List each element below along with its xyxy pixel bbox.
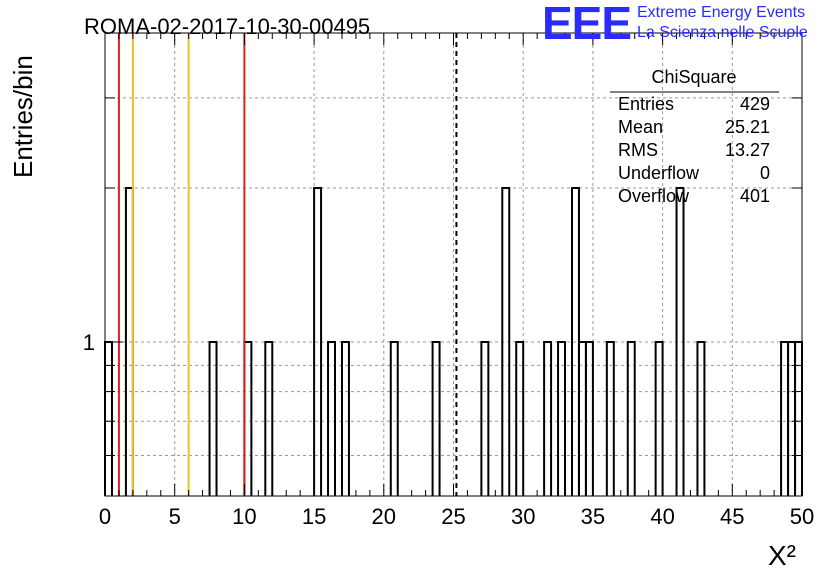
histogram-bar	[340, 341, 350, 496]
histogram-bar	[327, 341, 337, 496]
axes: 0 5 10 15 20 25 30 35 40 45 50 1	[83, 33, 814, 529]
stats-box: ChiSquare Entries 429 Mean 25.21 RMS 13.…	[610, 67, 779, 206]
x-tick-label: 45	[720, 504, 744, 529]
x-tick-label: 15	[302, 504, 326, 529]
stats-label: Mean	[618, 117, 663, 137]
x-tick-label: 50	[790, 504, 814, 529]
eee-logo: EEE	[542, 0, 632, 49]
x-tick-label: 40	[650, 504, 674, 529]
histogram-bar	[208, 341, 218, 496]
histogram-bar	[543, 341, 553, 496]
histogram-bar	[501, 187, 511, 496]
histogram-bar	[626, 341, 636, 496]
stats-value: 429	[740, 94, 770, 114]
stats-label: Underflow	[618, 163, 700, 183]
histogram	[104, 187, 803, 496]
stats-value: 401	[740, 186, 770, 206]
stats-value: 0	[760, 163, 770, 183]
histogram-bar	[605, 341, 615, 496]
stats-title: ChiSquare	[651, 67, 736, 87]
vertical-lines	[117, 33, 458, 496]
histogram-bar	[313, 187, 323, 496]
x-axis-label: X²	[768, 540, 796, 571]
x-tick-label: 20	[372, 504, 396, 529]
histogram-bar	[515, 341, 525, 496]
stats-value: 25.21	[725, 117, 770, 137]
stats-value: 13.27	[725, 140, 770, 160]
histogram-bar	[557, 341, 567, 496]
histogram-bar	[264, 341, 274, 496]
histogram-bar	[584, 341, 594, 496]
chart-title: ROMA-02-2017-10-30-00495	[84, 14, 370, 39]
histogram-bar	[654, 341, 664, 496]
logo-line-1: Extreme Energy Events	[637, 4, 806, 21]
histogram-bar	[675, 187, 685, 496]
x-tick-label: 25	[441, 504, 465, 529]
x-tick-label: 5	[169, 504, 181, 529]
histogram-bar	[696, 341, 706, 496]
y-axis-label: Entries/bin	[8, 55, 38, 178]
y-tick-label: 1	[83, 330, 95, 355]
x-tick-label: 10	[232, 504, 256, 529]
x-tick-label: 30	[511, 504, 535, 529]
stats-label: Entries	[618, 94, 674, 114]
stats-label: Overflow	[618, 186, 690, 206]
x-tick-label: 35	[581, 504, 605, 529]
histogram-bar	[431, 341, 441, 496]
histogram-bar	[389, 341, 399, 496]
histogram-bar	[480, 341, 490, 496]
logo-line-2: La Scienza nelle Scuole	[637, 24, 808, 41]
stats-label: RMS	[618, 140, 658, 160]
x-tick-label: 0	[99, 504, 111, 529]
